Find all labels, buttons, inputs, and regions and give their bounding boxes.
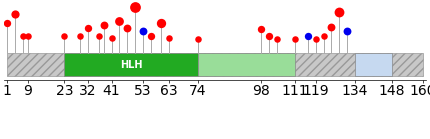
Point [100,24,107,26]
Point [258,28,264,30]
Bar [198,53,295,76]
Point [85,27,92,29]
Point [265,34,272,37]
Point [77,34,84,37]
Point [108,37,115,39]
Point [320,34,327,37]
Point [116,20,123,22]
Bar [355,53,392,76]
Point [11,13,18,15]
Point [194,38,201,40]
Point [132,6,138,8]
Point [61,34,68,37]
Point [304,34,311,37]
Bar [64,53,198,76]
Point [158,22,165,24]
Point [95,34,102,37]
Point [147,34,154,37]
Point [166,37,172,39]
Text: HLH: HLH [120,59,142,70]
Point [273,38,280,40]
Point [19,34,26,37]
Point [344,30,350,33]
Point [140,30,147,33]
Point [336,11,343,13]
Point [25,34,31,37]
Bar [7,53,423,76]
Point [312,38,319,40]
Point [124,27,131,29]
Point [292,38,298,40]
Point [328,26,335,28]
Point [3,22,10,24]
